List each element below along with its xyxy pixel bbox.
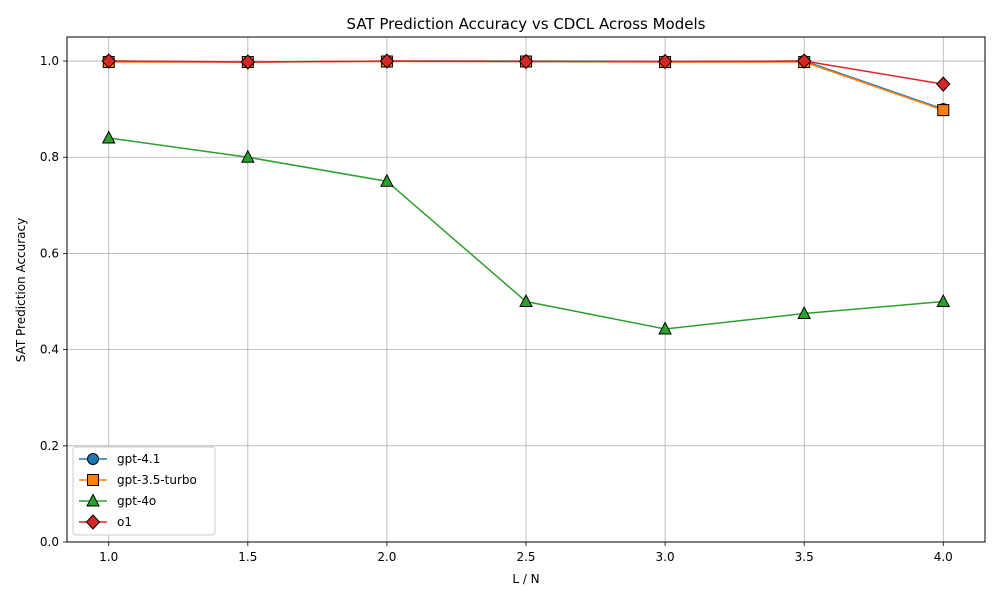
legend-marker <box>85 514 101 530</box>
data-point-o1 <box>240 54 256 70</box>
data-point-gpt-4o <box>101 130 116 144</box>
legend-label: gpt-4.1 <box>117 452 160 466</box>
legend-marker <box>87 474 99 486</box>
data-point-o1 <box>796 53 812 69</box>
data-point-o1 <box>101 53 116 69</box>
legend-entry-gpt-4o: gpt-4o <box>79 493 156 508</box>
x-axis-title: L / N <box>512 572 539 586</box>
data-point-gpt-4o <box>658 321 672 335</box>
data-point-gpt-4o <box>519 293 533 308</box>
legend: gpt-4.1 gpt-3.5-turbo gpt-4o o1 <box>72 446 216 536</box>
x-tick-label: 1.0 <box>99 550 118 564</box>
data-point-o1 <box>518 53 534 70</box>
y-tick-label: 0.6 <box>40 246 59 260</box>
legend-label: gpt-3.5-turbo <box>117 473 197 487</box>
y-tick-label: 0.2 <box>40 439 59 453</box>
x-tick-label: 3.5 <box>795 550 814 564</box>
legend-entry-gpt-3-5-turbo: gpt-3.5-turbo <box>79 473 197 487</box>
series-o1 <box>101 53 951 92</box>
y-tick-label: 1.0 <box>40 54 59 68</box>
data-point-gpt-4o <box>240 149 255 163</box>
legend-label: o1 <box>117 515 132 529</box>
data-point-gpt-4o <box>380 173 394 187</box>
chart-title: SAT Prediction Accuracy vs CDCL Across M… <box>347 15 706 33</box>
y-tick-label: 0.0 <box>40 535 59 549</box>
y-tick-label: 0.8 <box>40 150 59 164</box>
data-point-gpt-4o <box>797 305 812 320</box>
y-tick-label: 0.4 <box>40 343 59 357</box>
series-group <box>101 53 951 335</box>
data-point-gpt-4o <box>936 293 951 308</box>
x-tick-label: 1.5 <box>238 550 257 564</box>
data-point-gpt-3-5-turbo <box>937 104 950 117</box>
data-point-o1 <box>379 53 395 69</box>
legend-entry-gpt-4-1: gpt-4.1 <box>79 452 160 466</box>
axis-ticks: 1.0 1.5 2.0 2.5 3.0 3.5 4.0 0.0 0.2 0.4 0.6 0.8 1.0 <box>40 54 953 564</box>
data-point-o1 <box>936 76 951 92</box>
legend-marker <box>86 493 100 507</box>
legend-label: gpt-4o <box>117 494 156 508</box>
series-gpt-4o <box>101 130 951 335</box>
x-tick-label: 2.5 <box>516 550 535 564</box>
y-axis-title: SAT Prediction Accuracy <box>14 218 28 362</box>
legend-marker <box>87 453 99 465</box>
legend-entry-o1: o1 <box>79 514 132 530</box>
x-tick-label: 2.0 <box>377 550 396 564</box>
x-tick-label: 4.0 <box>934 550 953 564</box>
data-point-o1 <box>657 53 673 70</box>
x-tick-label: 3.0 <box>656 550 675 564</box>
legend-box <box>72 446 216 536</box>
